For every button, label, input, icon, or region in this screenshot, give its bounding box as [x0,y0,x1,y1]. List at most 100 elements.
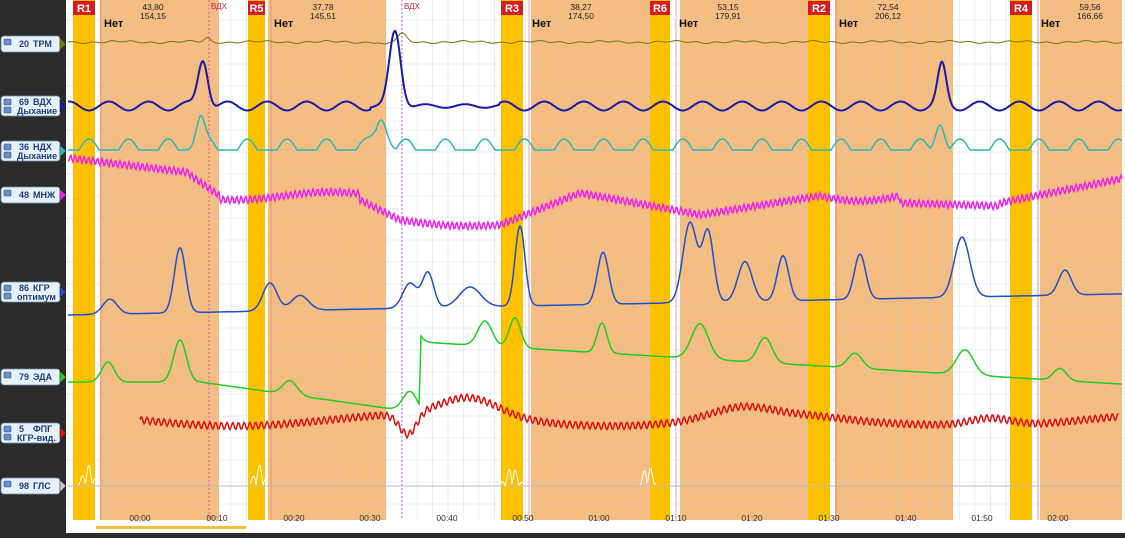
question-value-top: 59,56 [1079,2,1101,12]
question-value-top: 43,80 [142,2,164,12]
time-label: 00:00 [129,513,151,523]
channel-name: ТРМ [33,39,52,49]
question-label: R4 [1014,3,1029,15]
channel-name: ФПГ [33,424,52,434]
scroll-indicator[interactable] [96,526,246,529]
channel-subtitle: Дыхание [17,106,57,116]
question-label-box[interactable] [808,1,830,15]
channel-subtitle: Дыхание [17,151,57,161]
time-label: 01:30 [818,513,840,523]
question-answer: Нет [1041,18,1061,30]
channel-color-marker[interactable] [59,370,67,384]
channel-settings-icon[interactable] [3,292,12,300]
trace-mnzh [67,153,1123,232]
question-value-bottom: 154,15 [140,11,166,21]
channel-name: МНЖ [33,190,56,200]
channel-color-marker[interactable] [59,37,67,51]
question-value-top: 53,15 [717,2,739,12]
time-label: 00:40 [436,513,458,523]
channel-color-marker[interactable] [59,285,67,299]
channel-settings-icon[interactable] [3,480,12,488]
channel-settings-icon[interactable] [3,371,12,379]
channel-number: 86 [19,283,29,293]
channel-color-marker[interactable] [59,426,67,440]
trace-gls-burst [639,467,657,486]
channel-name: ВДХ [33,97,52,107]
question-label-box[interactable] [501,1,523,15]
channel-settings-icon[interactable] [3,38,12,46]
question-value-bottom: 174,50 [568,11,594,21]
question-marker-bar[interactable] [808,0,830,520]
question-label: R1 [77,3,91,15]
channel-name: ЭДА [33,372,53,382]
question-label-box[interactable] [73,1,95,15]
channel-settings-icon[interactable] [3,433,12,441]
trace-gls-burst [77,464,99,486]
channel-settings-icon[interactable] [3,284,12,292]
time-label: 00:10 [206,513,228,523]
question-label: R3 [505,3,519,15]
question-value-bottom: 166,66 [1077,11,1103,21]
channel-settings-icon[interactable] [3,143,12,151]
time-label: 01:50 [971,513,993,523]
question-answer: Нет [532,18,552,30]
channel-color-marker[interactable] [59,144,67,158]
channel-settings-icon[interactable] [3,189,12,197]
time-label: 01:40 [895,513,917,523]
channel-settings-icon[interactable] [3,151,12,159]
breath-marker-label: ВДХ [404,2,421,11]
question-zone [531,0,650,520]
channel-label-eda[interactable]: 79 ЭДА [0,368,67,386]
question-label: R5 [249,3,263,15]
channel-settings-icon[interactable] [3,98,12,106]
channel-subtitle: КГР-вид. [17,433,56,443]
trace-trm [67,32,1123,45]
question-zone [680,0,808,520]
question-value-bottom: 145,51 [310,11,336,21]
channel-panel [0,0,66,533]
question-zone [835,0,953,520]
channel-number: 36 [19,142,29,152]
question-marker-bar[interactable] [501,0,523,520]
question-label-box[interactable] [1010,1,1032,15]
question-label: R6 [653,3,667,15]
channel-label-mnzh[interactable]: 48 МНЖ [0,186,67,204]
question-label-box[interactable] [650,1,670,15]
question-answer: Нет [274,18,294,30]
channel-name: НДХ [33,142,52,152]
channel-label-gls[interactable]: 98 ГЛС [0,477,67,495]
time-label: 02:00 [1047,513,1069,523]
channel-settings-icon[interactable] [3,425,12,433]
channel-settings-icon[interactable] [3,106,12,114]
trace-gls-burst [249,465,269,487]
breath-marker-label: ВДХ [211,2,228,11]
question-answer: Нет [839,18,859,30]
time-label: 01:00 [588,513,610,523]
question-marker-bar[interactable] [73,0,95,520]
question-value-top: 37,78 [312,2,334,12]
channel-subtitle: оптимум [17,292,56,302]
question-value-top: 72,54 [877,2,899,12]
channel-number: 98 [19,481,29,491]
question-marker-bar[interactable] [1010,0,1032,520]
question-value-top: 38,27 [570,2,592,12]
trace-eda [68,316,1122,409]
channel-color-marker[interactable] [59,479,67,493]
time-label: 00:50 [512,513,534,523]
question-marker-bar[interactable] [248,0,265,520]
question-label-box[interactable] [248,1,265,15]
question-marker-bar[interactable] [650,0,670,520]
channel-color-marker[interactable] [59,188,67,202]
channel-color-marker[interactable] [59,99,67,113]
channel-number: 79 [19,372,29,382]
trace-kgr [68,221,1122,316]
time-label: 00:20 [283,513,305,523]
channel-label-trm[interactable]: 20 ТРМ [0,35,67,53]
